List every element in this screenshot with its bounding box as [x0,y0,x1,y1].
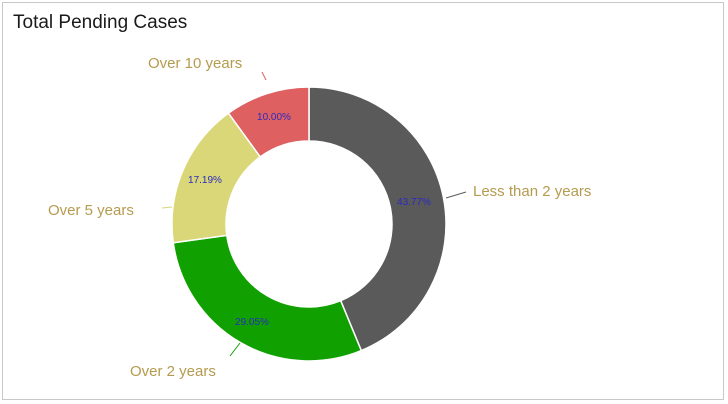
leader-line-2 [229,342,241,357]
percent-label-1: 43.77% [397,197,431,208]
donut-slice-1 [308,86,447,352]
percent-label-3: 17.19% [188,175,222,186]
donut-slice-2 [172,234,363,362]
percent-label-2: 29.05% [235,317,269,328]
slice-label-1: Less than 2 years [473,183,591,200]
slice-label-4: Over 10 years [148,55,242,72]
leader-line-3 [161,206,173,209]
percent-label-4: 10.00% [257,112,291,123]
leader-line-4 [261,71,267,81]
leader-line-1 [445,191,467,199]
chart-title: Total Pending Cases [13,12,188,33]
donut-slice-4 [227,86,310,158]
slice-label-3: Over 5 years [48,202,134,219]
slice-label-2: Over 2 years [130,363,216,380]
